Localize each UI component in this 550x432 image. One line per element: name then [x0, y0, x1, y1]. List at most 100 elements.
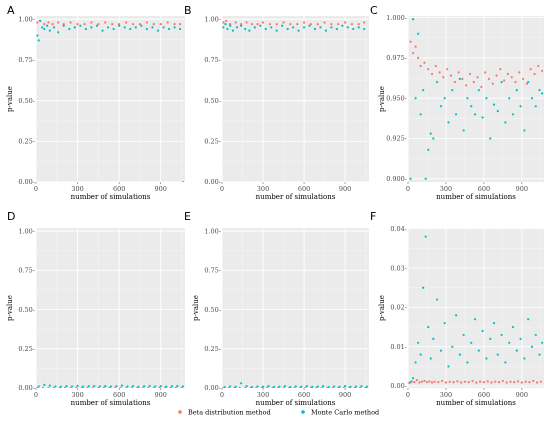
- beta-point: [323, 21, 326, 24]
- monte-carlo-point: [534, 333, 537, 337]
- x-tick-label: 600: [113, 391, 125, 399]
- beta-point: [541, 69, 544, 72]
- beta-point: [147, 386, 150, 388]
- monte-carlo-point: [352, 27, 355, 31]
- monte-carlo-point: [435, 80, 439, 84]
- monte-carlo-point: [523, 357, 526, 360]
- beta-point: [57, 21, 60, 24]
- y-tick-label: 0.75-: [18, 267, 35, 275]
- y-axis-title: p-value: [378, 295, 386, 321]
- beta-point: [539, 380, 542, 383]
- monte-carlo-point: [333, 385, 336, 388]
- beta-point: [282, 21, 285, 24]
- x-tick-label: 0: [406, 391, 410, 399]
- beta-point: [97, 386, 100, 388]
- monte-carlo-point: [500, 333, 503, 337]
- monte-carlo-point: [278, 385, 281, 388]
- monte-carlo-point: [330, 26, 333, 29]
- beta-point: [275, 23, 278, 26]
- beta-point: [244, 386, 247, 388]
- monte-carlo-point: [481, 329, 484, 333]
- beta-point: [62, 23, 65, 26]
- beta-point: [453, 80, 456, 84]
- beta-point: [437, 381, 440, 384]
- monte-carlo-point: [308, 24, 311, 27]
- beta-point: [430, 72, 434, 76]
- monte-carlo-point: [360, 385, 363, 388]
- monte-carlo-point: [322, 385, 325, 388]
- panel-f: F 0.00- 0.01- 0.02- 0.03- 0.04- 0 300 600 900numb…: [370, 210, 544, 407]
- monte-carlo-point: [527, 318, 530, 321]
- monte-carlo-point: [515, 349, 518, 352]
- beta-point: [448, 380, 451, 383]
- monte-carlo-point: [57, 31, 60, 34]
- beta-point: [417, 56, 420, 60]
- monte-carlo-point: [82, 385, 85, 388]
- monte-carlo-point: [90, 26, 93, 29]
- beta-point: [302, 21, 306, 24]
- beta-point: [159, 23, 162, 26]
- x-tick-label: 0: [34, 185, 38, 193]
- beta-point: [261, 21, 265, 24]
- monte-carlo-point: [313, 27, 317, 31]
- monte-carlo-point: [176, 384, 179, 388]
- beta-point: [413, 381, 416, 384]
- monte-carlo-point: [541, 92, 544, 95]
- monte-carlo-point: [289, 385, 292, 388]
- monte-carlo-point: [365, 385, 369, 388]
- beta-point: [528, 381, 531, 384]
- beta-point: [320, 386, 323, 388]
- panel-b: B 0.00- 0.25- 0.50- 0.75- 1.00- 0 300 600 900numb…: [184, 4, 369, 201]
- beta-point: [36, 386, 39, 388]
- monte-carlo-point: [519, 105, 522, 108]
- monte-carlo-point: [87, 385, 90, 388]
- beta-point: [111, 23, 114, 26]
- monte-carlo-point: [229, 24, 232, 27]
- monte-carlo-point: [98, 385, 101, 388]
- monte-carlo-point: [477, 89, 480, 92]
- monte-carlo-point: [123, 26, 126, 29]
- monte-carlo-point: [52, 26, 56, 29]
- beta-point: [86, 386, 89, 388]
- x-tick-label: 300: [257, 391, 269, 399]
- beta-point: [503, 79, 506, 82]
- beta-point: [222, 21, 225, 24]
- monte-carlo-point: [343, 385, 347, 388]
- beta-point: [487, 77, 491, 80]
- legend-monte-carlo-label: Monte Carlo method: [311, 409, 379, 417]
- monte-carlo-point: [422, 89, 425, 92]
- monte-carlo-point: [447, 121, 450, 124]
- x-tick-label: 900: [339, 391, 351, 399]
- monte-carlo-point: [250, 385, 254, 388]
- beta-point: [509, 380, 512, 383]
- x-tick-label: 0: [406, 185, 410, 193]
- panel-a: A 0.00- 0.25- 0.50- 0.75- 1.00- 0 300 600 900 numb…: [6, 4, 185, 201]
- monte-carlo-point: [235, 26, 239, 29]
- monte-carlo-point: [511, 325, 515, 329]
- monte-carlo-point: [259, 24, 262, 27]
- beta-point: [113, 386, 117, 388]
- beta-point: [102, 386, 106, 388]
- beta-point: [434, 64, 437, 68]
- monte-carlo-point: [523, 129, 526, 132]
- monte-carlo-point: [154, 385, 157, 388]
- monte-carlo-point: [489, 337, 492, 340]
- beta-point: [174, 386, 178, 388]
- x-axis-title: number of simulations: [256, 193, 336, 201]
- beta-point: [225, 19, 228, 22]
- monte-carlo-point: [311, 385, 314, 388]
- beta-point: [169, 386, 172, 388]
- y-tick-label: 0.00-: [18, 384, 35, 392]
- y-tick-label: 1.00-: [18, 15, 35, 23]
- beta-point: [463, 380, 467, 383]
- beta-point: [337, 23, 340, 26]
- beta-point: [514, 80, 517, 84]
- monte-carlo-point: [417, 32, 420, 35]
- y-tick-label: 0.01-: [390, 343, 407, 351]
- beta-point: [524, 380, 527, 383]
- monte-carlo-point: [256, 385, 259, 388]
- beta-point: [486, 380, 489, 383]
- monte-carlo-point: [240, 382, 243, 385]
- beta-point: [141, 386, 144, 388]
- monte-carlo-point: [297, 29, 300, 32]
